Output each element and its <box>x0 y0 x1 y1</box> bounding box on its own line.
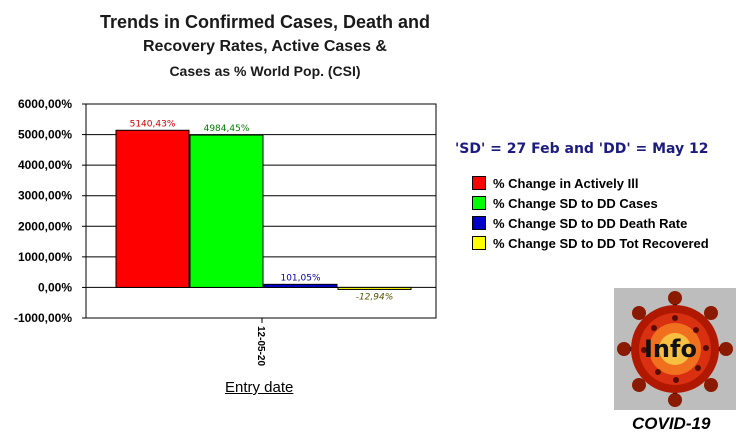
bar <box>337 286 412 290</box>
legend-swatch-yellow <box>472 236 486 250</box>
legend-label: % Change SD to DD Cases <box>493 195 658 211</box>
y-tick-label: 5000,00% <box>18 128 72 142</box>
x-tick-label: 12-05-20 <box>255 326 266 366</box>
bar <box>189 134 264 288</box>
date-note: 'SD' = 27 Feb and 'DD' = May 12 <box>455 141 709 157</box>
legend-item: % Change SD to DD Death Rate <box>472 213 709 233</box>
y-tick-label: -1000,00% <box>14 311 72 325</box>
legend-swatch-red <box>472 176 486 190</box>
data-label: -12,94% <box>356 292 394 302</box>
legend-item: % Change SD to DD Tot Recovered <box>472 233 709 253</box>
logo-caption: COVID-19 <box>632 414 711 433</box>
legend-label: % Change SD to DD Tot Recovered <box>493 235 709 251</box>
covid-logo <box>614 288 736 410</box>
y-tick-label: 0,00% <box>38 280 72 294</box>
x-axis-label: Entry date <box>225 379 294 396</box>
legend-item: % Change SD to DD Cases <box>472 193 709 213</box>
y-tick-label: 4000,00% <box>18 158 72 172</box>
virus-icon <box>614 288 736 410</box>
data-label: 5140,43% <box>130 119 176 129</box>
logo-text: Info <box>644 335 697 363</box>
legend-swatch-green <box>472 196 486 210</box>
y-tick-label: 1000,00% <box>18 250 72 264</box>
legend: % Change in Actively Ill % Change SD to … <box>472 173 709 253</box>
data-label: 4984,45% <box>204 124 250 134</box>
legend-label: % Change SD to DD Death Rate <box>493 215 688 231</box>
data-label: 101,05% <box>280 273 320 283</box>
legend-item: % Change in Actively Ill <box>472 173 709 193</box>
y-tick-label: 2000,00% <box>18 219 72 233</box>
bar <box>263 283 338 288</box>
y-tick-label: 6000,00% <box>18 97 72 111</box>
chart-title-line3: Cases as % World Pop. (CSI) <box>169 63 361 79</box>
bar <box>115 129 190 288</box>
y-tick-label: 3000,00% <box>18 189 72 203</box>
chart-title-line1: Trends in Confirmed Cases, Death and <box>99 12 431 32</box>
legend-swatch-blue <box>472 216 486 230</box>
legend-label: % Change in Actively Ill <box>493 175 639 191</box>
chart-title-line2: Recovery Rates, Active Cases & <box>143 38 387 55</box>
